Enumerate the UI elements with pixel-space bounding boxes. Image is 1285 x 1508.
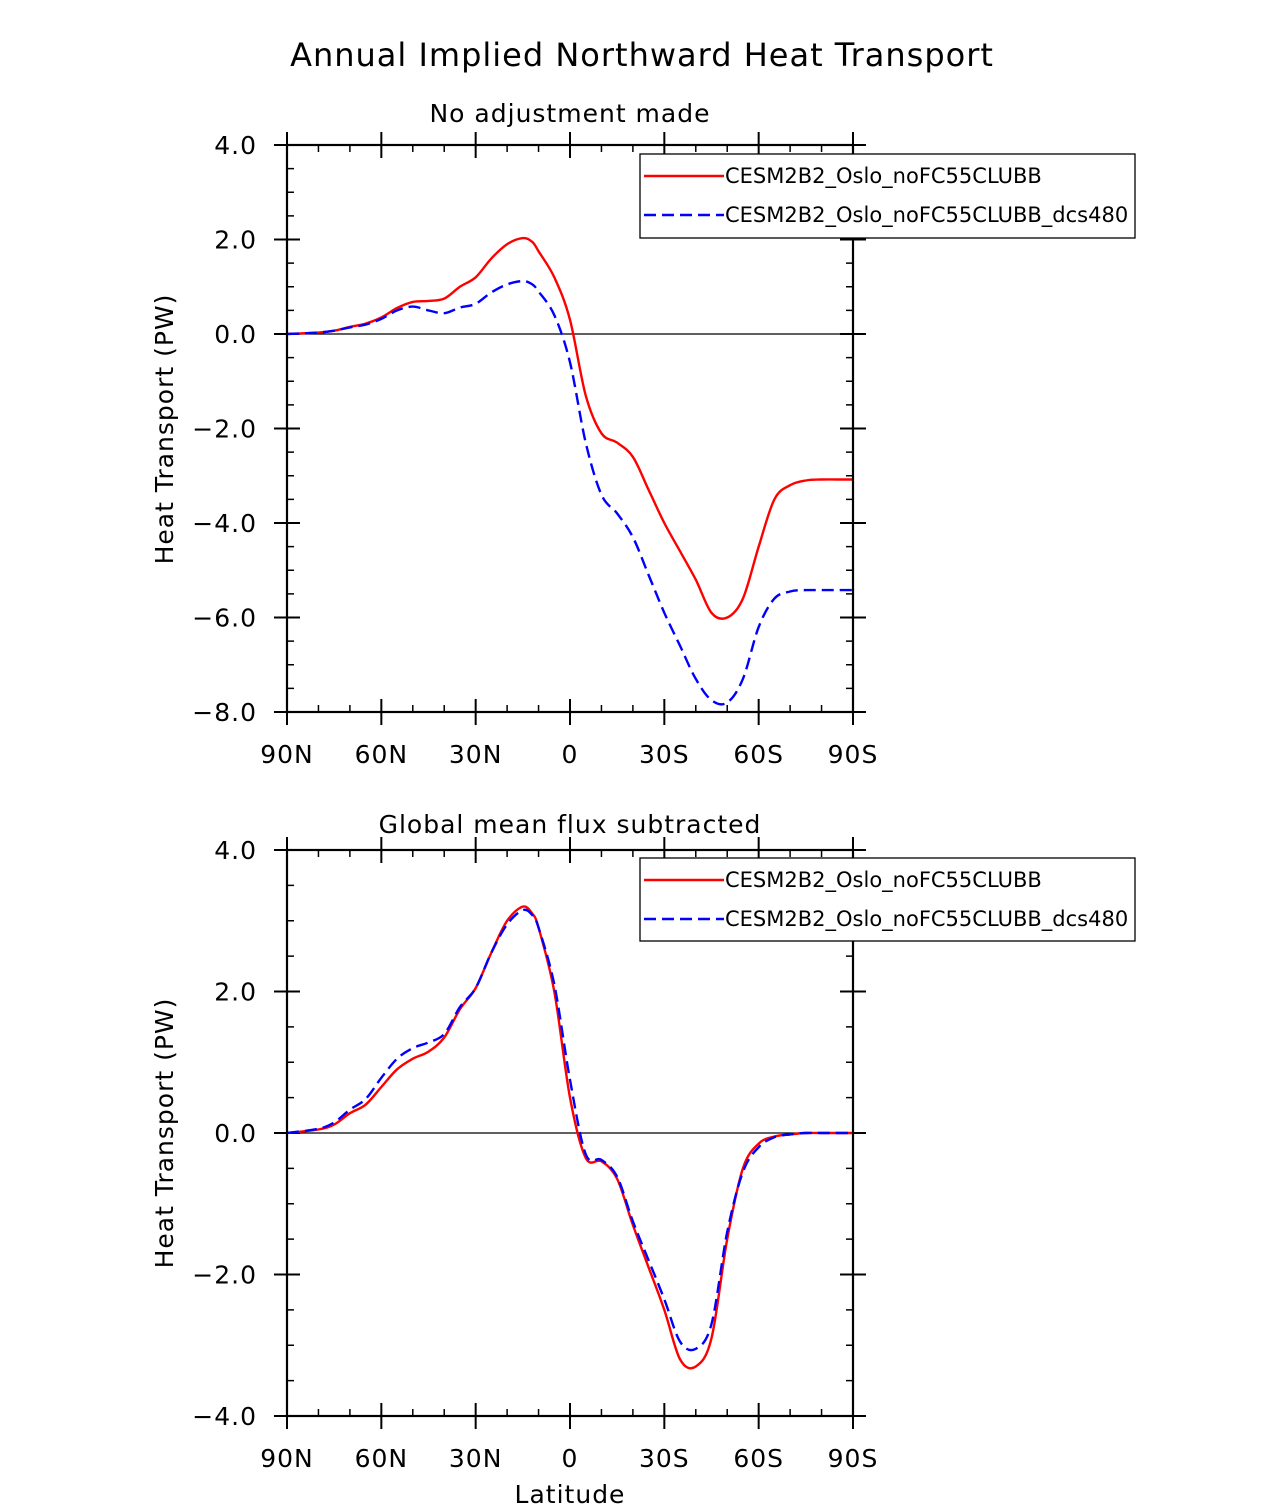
x-tick-label: 60S (733, 1444, 784, 1473)
panel-title: No adjustment made (429, 99, 710, 128)
x-tick-label: 0 (562, 1444, 579, 1473)
legend-label-1: CESM2B2_Oslo_noFC55CLUBB (725, 164, 1042, 189)
plot-frame (285, 143, 855, 714)
x-tick-label: 90N (260, 1444, 314, 1473)
x-tick-label: 60N (355, 1444, 409, 1473)
y-tick-label: 0.0 (214, 320, 257, 349)
panel-no-adjustment: No adjustment made Heat Transport (PW) 4… (150, 99, 1136, 769)
legend-label-1: CESM2B2_Oslo_noFC55CLUBB (725, 868, 1042, 893)
x-tick-label: 30S (639, 740, 690, 769)
y-tick-labels: 4.0 2.0 0.0 −2.0 −4.0 (192, 836, 257, 1431)
legend-label-2: CESM2B2_Oslo_noFC55CLUBB_dcs480 (725, 203, 1128, 228)
x-axis-label: Latitude (515, 1480, 626, 1508)
y-tick-label: −2.0 (192, 415, 257, 444)
x-tick-label: 90S (828, 1444, 879, 1473)
legend: CESM2B2_Oslo_noFC55CLUBB CESM2B2_Oslo_noF… (639, 153, 1136, 239)
legend-label-2: CESM2B2_Oslo_noFC55CLUBB_dcs480 (725, 907, 1128, 932)
series-line-1 (286, 236, 853, 620)
x-tick-label: 90S (828, 740, 879, 769)
figure-title: Annual Implied Northward Heat Transport (290, 36, 994, 74)
y-axis-label: Heat Transport (PW) (150, 998, 179, 1269)
series-lines (286, 905, 853, 1370)
legend-box (639, 857, 1136, 942)
legend: CESM2B2_Oslo_noFC55CLUBB CESM2B2_Oslo_noF… (639, 857, 1136, 942)
y-tick-label: −4.0 (192, 1402, 257, 1431)
x-tick-labels: 90N 60N 30N 0 30S 60S 90S (260, 1444, 879, 1473)
y-tick-label: 2.0 (214, 226, 257, 255)
plot-frame (285, 848, 855, 1418)
y-tick-label: −4.0 (192, 509, 257, 538)
y-tick-label: −8.0 (192, 698, 257, 727)
series-lines (286, 236, 853, 706)
x-tick-label: 0 (562, 740, 579, 769)
x-tick-label: 60S (733, 740, 784, 769)
y-tick-label: −6.0 (192, 604, 257, 633)
panel-title: Global mean flux subtracted (379, 810, 762, 839)
y-tick-label: 0.0 (214, 1119, 257, 1148)
series-line-1 (286, 905, 853, 1370)
x-tick-label: 30N (449, 740, 503, 769)
y-tick-label: −2.0 (192, 1261, 257, 1290)
legend-box (639, 153, 1136, 239)
x-tick-label: 30N (449, 1444, 503, 1473)
x-tick-label: 90N (260, 740, 314, 769)
y-tick-label: 4.0 (214, 836, 257, 865)
x-tick-label: 60N (355, 740, 409, 769)
series-line-2 (286, 279, 853, 706)
x-tick-labels: 90N 60N 30N 0 30S 60S 90S (260, 740, 879, 769)
y-axis-label: Heat Transport (PW) (150, 294, 179, 565)
series-line-2 (286, 908, 853, 1352)
y-tick-label: 4.0 (214, 131, 257, 160)
y-tick-labels: 4.0 2.0 0.0 −2.0 −4.0 −6.0 −8.0 (192, 131, 257, 727)
x-tick-label: 30S (639, 1444, 690, 1473)
panel-global-mean-subtracted: Global mean flux subtracted Heat Transpo… (150, 810, 1136, 1508)
y-tick-label: 2.0 (214, 978, 257, 1007)
